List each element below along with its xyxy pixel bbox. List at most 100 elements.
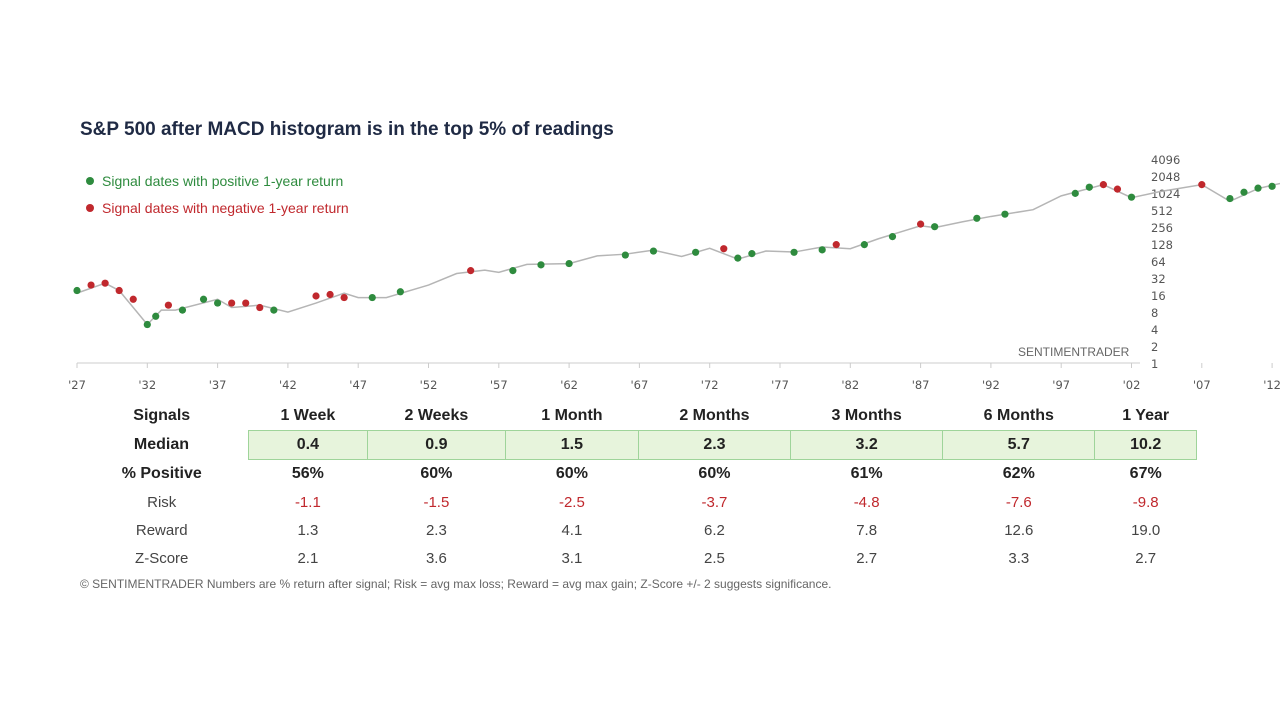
- x-tick-label: '62: [560, 378, 578, 392]
- signal-point-negative: [467, 267, 475, 275]
- signal-point-negative: [1198, 181, 1206, 189]
- signal-point-positive: [396, 288, 404, 296]
- signal-point-positive: [1001, 210, 1009, 218]
- x-tick-label: '12: [1263, 378, 1280, 392]
- header-cell: 1 Month: [541, 407, 603, 424]
- table-cell: 6.2: [704, 521, 725, 539]
- table-cell: 60%: [698, 465, 731, 482]
- header-cell: 1 Week: [280, 407, 336, 424]
- signal-point-positive: [565, 259, 573, 268]
- table-cell: -1.1: [294, 493, 321, 511]
- table-cell: -1.5: [423, 493, 450, 511]
- y-tick-label: 16: [1151, 289, 1166, 303]
- price-line: [76, 182, 1280, 326]
- signal-point-negative: [312, 292, 320, 300]
- chart-title: S&P 500 after MACD histogram is in the t…: [80, 119, 614, 140]
- x-tick-label: '97: [1052, 378, 1070, 392]
- table-cell: 10.2: [1094, 430, 1197, 460]
- signal-point-negative: [720, 245, 728, 253]
- table-cell: 3.2: [790, 430, 944, 460]
- signal-point-negative: [326, 290, 334, 299]
- table-row: % Positive 56% 60% 60% 60% 61% 62% 67%: [75, 460, 1197, 489]
- x-tick-label: '57: [490, 378, 508, 392]
- signal-point-positive: [818, 246, 826, 254]
- table-cell: 7.8: [856, 521, 878, 539]
- table-cell: 3.6: [425, 549, 447, 567]
- table-cell: 61%: [850, 465, 883, 482]
- signal-point-positive: [1071, 189, 1079, 197]
- table-cell: 2.7: [856, 549, 878, 567]
- signal-point-positive: [214, 299, 222, 307]
- table-row: Reward 1.3 2.3 4.1 6.2 7.8 12.6 19.0: [75, 516, 1197, 544]
- signal-point-positive: [1085, 183, 1093, 191]
- table-header-row: Signals 1 Week 2 Weeks 1 Month 2 Months …: [75, 402, 1197, 431]
- y-tick-label: 1: [1151, 357, 1158, 371]
- signal-point-negative: [340, 293, 348, 302]
- x-tick-label: '82: [841, 378, 859, 392]
- table-cell: 2.3: [637, 430, 792, 460]
- table-cell: 2.7: [1135, 549, 1157, 567]
- table-cell: 2.5: [704, 549, 725, 567]
- signal-point-negative: [228, 299, 236, 307]
- legend-positive: Signal dates with positive 1-year return: [86, 173, 343, 189]
- signal-point-positive: [270, 306, 278, 314]
- signal-point-positive: [748, 250, 756, 258]
- table-cell: 1.3: [297, 521, 319, 539]
- signal-point-negative: [832, 241, 840, 249]
- signal-point-positive: [1127, 193, 1136, 201]
- signal-point-negative: [115, 286, 123, 295]
- y-tick-label: 2: [1151, 340, 1158, 354]
- y-tick-label: 128: [1151, 238, 1173, 252]
- y-tick-label: 4: [1151, 323, 1158, 337]
- row-label: Risk: [147, 493, 177, 511]
- table-cell: 56%: [291, 465, 324, 482]
- footnote: © SENTIMENTRADER Numbers are % return af…: [80, 577, 832, 591]
- legend-dot-icon: [86, 177, 94, 185]
- y-tick-label: 512: [1151, 204, 1173, 218]
- y-tick-label: 64: [1151, 255, 1166, 269]
- header-cell: 6 Months: [983, 407, 1054, 424]
- table-cell: 12.6: [1004, 521, 1034, 539]
- table-row: Z-Score 2.1 3.6 3.1 2.5 2.7 3.3 2.7: [75, 544, 1197, 572]
- signal-point-positive: [1240, 188, 1248, 196]
- signal-point-positive: [973, 214, 981, 222]
- legend-label: Signal dates with negative 1-year return: [102, 200, 349, 216]
- x-tick-label: '42: [279, 378, 297, 392]
- signal-point-positive: [199, 295, 208, 303]
- signal-point-negative: [164, 301, 172, 309]
- x-tick-label: '52: [420, 378, 438, 392]
- x-tick-label: '47: [349, 378, 367, 392]
- table-row: Risk -1.1 -1.5 -2.5 -3.7 -4.8 -7.6 -9.8: [75, 488, 1197, 516]
- header-cell: 2 Months: [679, 407, 750, 424]
- x-tick-label: '92: [982, 378, 1000, 392]
- table-cell: 3.1: [561, 549, 583, 567]
- x-tick-label: '02: [1123, 378, 1141, 392]
- signal-point-positive: [1268, 182, 1276, 190]
- signal-point-positive: [1226, 194, 1234, 203]
- x-tick-label: '07: [1193, 378, 1211, 392]
- signal-point-positive: [734, 254, 742, 262]
- row-label: Median: [133, 436, 190, 453]
- signal-point-positive: [860, 241, 868, 249]
- legend-negative: Signal dates with negative 1-year return: [86, 200, 349, 216]
- table-cell: 2.3: [425, 521, 447, 539]
- signal-point-negative: [101, 279, 109, 287]
- table-cell: 0.9: [366, 430, 506, 460]
- table-cell: -4.8: [853, 493, 880, 511]
- stats-table: Signals 1 Week 2 Weeks 1 Month 2 Months …: [75, 402, 1197, 572]
- chart: '27 '32 '37 '42 '47 '52 '57 '62 '67 '72 '77 '82 '87 '…: [68, 153, 1280, 392]
- table-cell: 1.5: [504, 430, 639, 460]
- x-tick-label: '67: [631, 378, 649, 392]
- x-tick-label: '37: [209, 378, 227, 392]
- row-label: % Positive: [121, 464, 202, 482]
- table-cell: 19.0: [1131, 521, 1161, 539]
- y-tick-label: 2048: [1151, 170, 1180, 184]
- signal-point-positive: [178, 306, 187, 314]
- header-cell: 2 Weeks: [404, 407, 469, 424]
- signal-point-positive: [692, 248, 700, 256]
- table-cell: 60%: [555, 465, 588, 482]
- table-cell: 0.4: [247, 430, 368, 460]
- table-cell: 2.1: [297, 549, 319, 567]
- signal-point-positive: [537, 261, 545, 269]
- signal-point-negative: [87, 281, 95, 289]
